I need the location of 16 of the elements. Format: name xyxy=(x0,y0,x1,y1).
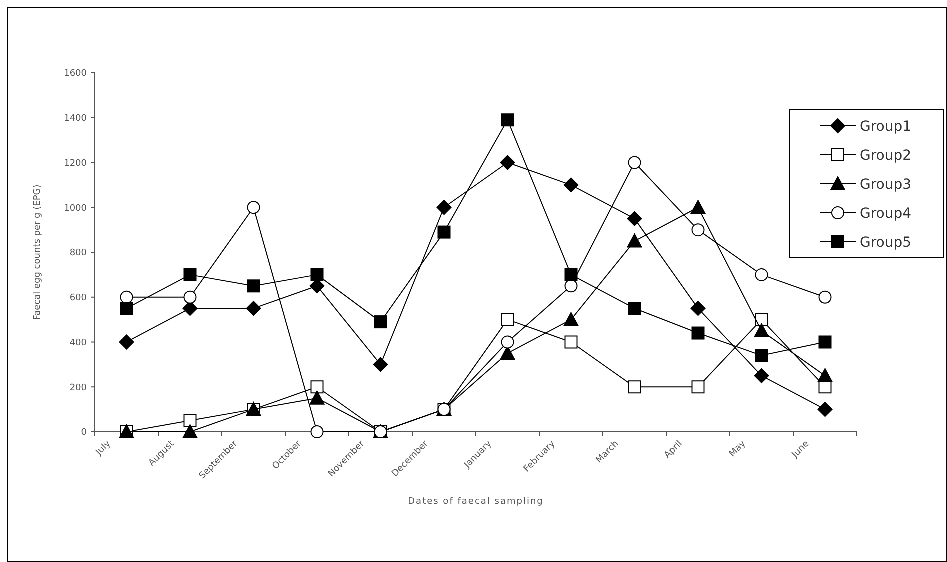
y-tick-label: 600 xyxy=(70,294,88,304)
y-tick-label: 1600 xyxy=(64,69,88,80)
y-tick-label: 1000 xyxy=(64,204,88,214)
legend-label: Group2 xyxy=(860,148,912,164)
y-tick-label: 200 xyxy=(70,383,88,394)
legend-label: Group1 xyxy=(860,118,912,135)
x-axis-title: Dates of faecal sampling xyxy=(408,497,544,507)
legend-label: Group4 xyxy=(860,206,912,222)
y-tick-label: 400 xyxy=(70,338,88,348)
y-axis-title: Faecal egg counts per g (EPG) xyxy=(33,184,43,320)
y-tick-label: 1400 xyxy=(64,114,88,124)
y-tick-label: 0 xyxy=(81,428,88,438)
y-tick-label: 1200 xyxy=(64,158,88,169)
y-tick-label: 800 xyxy=(70,248,88,259)
legend-label: Group3 xyxy=(860,176,912,193)
legend-label: Group5 xyxy=(860,234,912,251)
